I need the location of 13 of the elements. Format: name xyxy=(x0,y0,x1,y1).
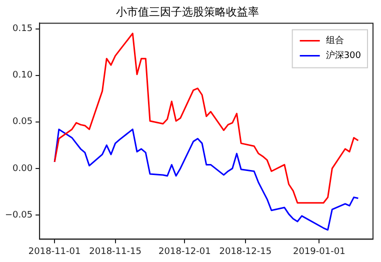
x-tick-label: 2018-12-01 xyxy=(158,246,211,257)
chart-title: 小市值三因子选股策略收益率 xyxy=(116,5,259,18)
x-tick-label: 2019-01-01 xyxy=(292,246,346,257)
y-tick-label: 0.10 xyxy=(12,70,33,81)
legend-label: 组合 xyxy=(326,35,344,46)
x-tick-label: 2018-11-01 xyxy=(28,246,81,257)
y-tick-label: 0.15 xyxy=(12,24,33,34)
y-tick-label: 0.05 xyxy=(12,117,33,128)
legend-label: 沪深300 xyxy=(326,50,362,62)
x-tick-label: 2018-12-15 xyxy=(219,246,272,257)
y-tick-label: 0.00 xyxy=(12,164,33,174)
y-tick-label: −0.05 xyxy=(4,210,33,220)
x-tick-label: 2018-11-15 xyxy=(89,246,142,257)
